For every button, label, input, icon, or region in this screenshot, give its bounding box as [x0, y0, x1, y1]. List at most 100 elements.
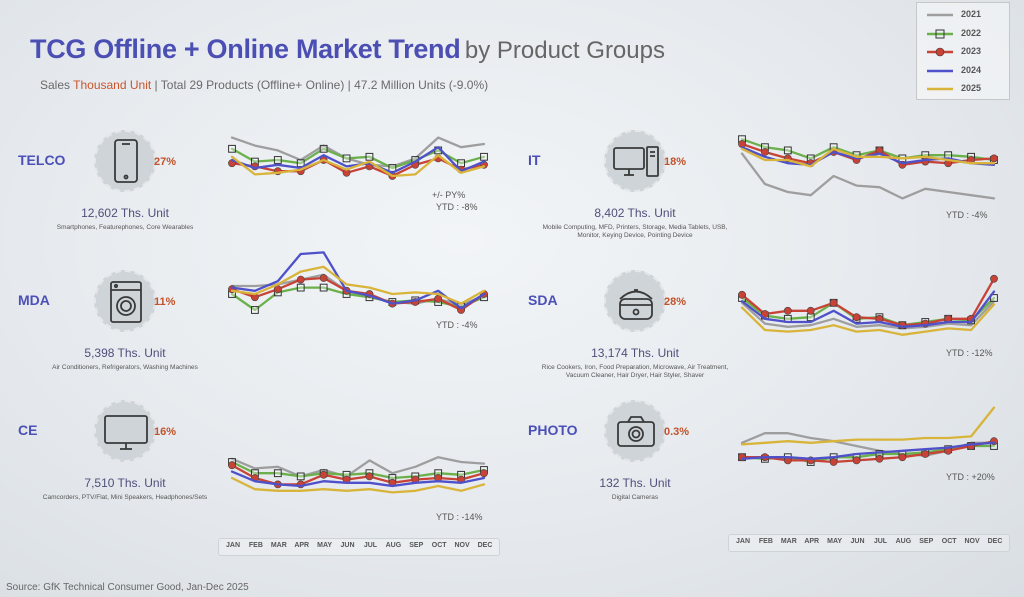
series-line-2021	[230, 136, 486, 168]
chart-svg: YTD : -12%	[738, 274, 998, 358]
chart-it: YTD : -4%	[732, 130, 1004, 227]
group-share: 11%	[154, 296, 176, 308]
series-line-2025	[230, 476, 486, 494]
point-2023-JUN	[852, 456, 861, 465]
point-2022-AUG	[388, 164, 397, 172]
chart-sda: YTD : -12%	[732, 268, 1004, 365]
month-tick-label: AUG	[385, 542, 402, 549]
chart-svg: YTD : +20%	[738, 406, 998, 482]
group-description: Digital Cameras	[611, 494, 659, 501]
group-name: MDA	[18, 292, 50, 308]
point-2023-JAN	[738, 290, 746, 299]
legend-item-2022: 2022	[925, 26, 1005, 42]
series-line-2025	[740, 406, 996, 446]
chart-svg: YTD : -4%	[228, 251, 488, 330]
chart-annotation: +/- PY%	[432, 190, 465, 200]
point-2022-MAY	[319, 283, 328, 292]
group-icon-badge	[94, 270, 156, 332]
month-tick-label: APR	[294, 542, 310, 549]
month-tick-label: JAN	[735, 538, 751, 545]
month-tick-label: DEC	[477, 542, 493, 549]
ytd-label: YTD : -4%	[946, 210, 988, 220]
point-2023-JUL	[365, 472, 374, 481]
month-tick-label: AUG	[895, 538, 912, 545]
legend-item-2024: 2024	[925, 63, 1005, 79]
subtitle-prefix: Sales	[40, 78, 71, 92]
chart-photo: YTD : +20%	[732, 392, 1004, 489]
legend-item-2021: 2021	[925, 7, 1005, 23]
tv-icon	[104, 415, 148, 450]
point-2023-JAN	[228, 461, 236, 470]
point-2023-MAY	[829, 458, 838, 466]
point-2022-MAR	[273, 156, 282, 164]
chart-svg: YTD : -14%	[228, 456, 488, 522]
chart-telco: +/- PY% YTD : -8%	[222, 130, 494, 227]
series-line-2024	[230, 251, 486, 310]
group-units: 13,174 Ths. Unit	[591, 346, 679, 360]
point-2022-DEC	[480, 152, 488, 161]
ytd-label: YTD : -12%	[946, 348, 993, 358]
group-share: 16%	[154, 426, 177, 438]
point-2022-FEB	[251, 306, 259, 314]
month-tick-label: JUL	[873, 538, 888, 545]
legend-swatch	[927, 29, 953, 38]
point-2023-MAY	[319, 274, 328, 282]
month-tick-label: NOV	[454, 542, 470, 549]
group-units: 5,398 Ths. Unit	[84, 346, 166, 360]
month-tick-label: OCT	[431, 542, 447, 549]
group-description: Smartphones, Featurephones, Core Wearabl…	[56, 224, 194, 231]
point-2023-DEC	[480, 469, 488, 478]
month-axis: JAN FEB MAR APR MAY JUN JUL AUG SEP OCT NOV DEC	[218, 538, 500, 556]
point-2022-NOV	[457, 159, 465, 168]
group-name: CE	[18, 422, 38, 438]
chart-ce: YTD : -14%	[222, 432, 494, 529]
group-description: Mobile Computing, MFD, Printers, Storage…	[542, 224, 728, 239]
legend-label: 2022	[961, 27, 982, 38]
ytd-label: YTD : +20%	[946, 472, 995, 482]
point-2023-DEC	[990, 154, 998, 163]
series-line-2021	[230, 456, 486, 478]
month-tick-label: OCT	[941, 538, 957, 545]
month-tick-label: JAN	[225, 542, 241, 549]
month-tick-label: MAY	[317, 542, 333, 549]
group-name: TELCO	[18, 152, 66, 168]
point-2023-SEP	[921, 450, 930, 458]
point-2023-JUL	[875, 454, 884, 463]
month-axis: JAN FEB MAR APR MAY JUN JUL AUG SEP OCT NOV DEC	[728, 534, 1010, 552]
group-icon-badge	[94, 130, 156, 192]
group-share: 18%	[664, 156, 687, 168]
group-share: 28%	[664, 296, 687, 308]
group-description: Rice Cookers, Iron, Food Preparation, Mi…	[541, 364, 729, 379]
month-tick-label: MAR	[780, 538, 797, 545]
subtitle: Sales Thousand Unit | Total 29 Products …	[40, 78, 488, 92]
smartphone-icon	[114, 139, 138, 183]
group-description: Camcorders, PTV/Flat, Mini Speakers, Hea…	[42, 494, 208, 501]
point-2022-JUL	[365, 152, 374, 161]
group-icon-badge	[604, 270, 666, 332]
group-units: 132 Ths. Unit	[599, 476, 671, 490]
point-2022-JUN	[342, 154, 351, 163]
series-line-2024	[740, 290, 996, 328]
washing-machine-icon	[110, 281, 142, 323]
point-2023-MAY	[829, 298, 838, 307]
point-2022-MAR	[273, 469, 282, 478]
month-tick-label: JUL	[363, 542, 378, 549]
title-main: TCG Offline + Online Market Trend	[30, 34, 461, 64]
group-icon-badge	[94, 400, 156, 462]
point-2023-MAY	[319, 470, 328, 479]
group-share: 27%	[154, 156, 177, 168]
month-tick-label: FEB	[758, 538, 773, 545]
group-units: 7,510 Ths. Unit	[84, 476, 166, 490]
legend-label: 2025	[961, 83, 982, 93]
point-2022-APR	[296, 159, 305, 168]
point-2022-APR	[296, 283, 305, 292]
legend-item-2023: 2023	[925, 44, 1005, 60]
desktop-computer-icon	[613, 146, 659, 177]
group-name: IT	[528, 152, 541, 168]
point-2023-DEC	[990, 274, 998, 283]
month-tick-label: MAY	[827, 538, 843, 545]
series-line-2021	[230, 273, 486, 307]
subtitle-totals: | Total 29 Products (Offline+ Online) | …	[154, 78, 489, 92]
rice-cooker-icon	[619, 289, 653, 320]
group-icon-badge	[604, 400, 666, 462]
